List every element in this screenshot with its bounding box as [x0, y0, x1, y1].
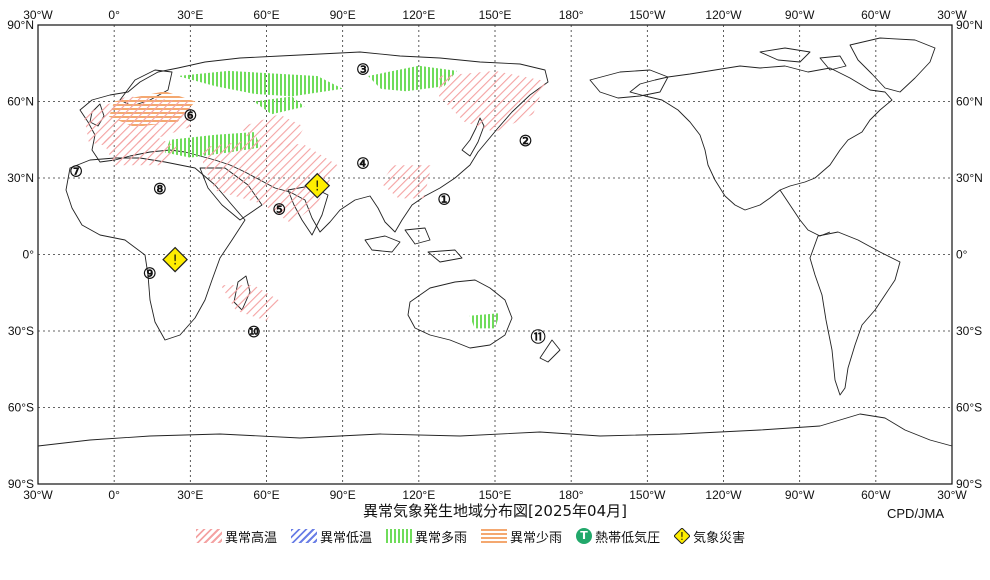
region-number-marker: ⑪	[531, 328, 546, 346]
legend: 異常高温 異常低温 異常多雨 異常少雨 T 熱帯低気圧 ! 気象災害	[196, 526, 745, 546]
wet-area	[253, 96, 305, 115]
lon-tick-label-top: 30°W	[937, 8, 967, 22]
region-number-marker: ①	[437, 192, 450, 208]
lon-tick-label-top: 30°E	[177, 8, 203, 22]
lat-tick-label-left: 30°N	[7, 171, 34, 185]
credit-label: CPD/JMA	[887, 506, 945, 521]
lat-tick-label-left: 30°S	[8, 324, 34, 338]
lat-tick-label-right: 30°S	[956, 324, 982, 338]
lon-tick-label-bottom: 90°W	[785, 488, 815, 502]
disaster-markers: !!	[162, 172, 331, 273]
lon-tick-label-bottom: 30°W	[23, 488, 53, 502]
wet-area	[469, 313, 501, 329]
warm-area	[241, 114, 305, 148]
svg-text:!: !	[680, 530, 684, 543]
region-number-marker: ⑧	[153, 182, 166, 198]
abnormal-wet-areas	[164, 65, 501, 329]
warm-area	[203, 139, 338, 224]
wet-area	[164, 132, 262, 158]
legend-wet-label: 異常多雨	[415, 530, 468, 546]
lat-tick-label-left: 60°S	[8, 401, 34, 415]
lat-tick-label-right: 90°S	[956, 477, 982, 491]
legend-disaster-label: 気象災害	[693, 530, 746, 546]
lon-tick-label-top: 0°	[108, 8, 120, 22]
region-number-marker: ⑨	[143, 266, 156, 282]
lon-tick-label-bottom: 120°W	[705, 488, 742, 502]
legend-cyclone: T 熱帯低気圧	[576, 527, 660, 546]
lon-tick-label-bottom: 0°	[108, 488, 120, 502]
region-number-marker: ③	[356, 62, 369, 78]
cold-swatch-icon	[291, 529, 318, 543]
lon-tick-label-bottom: 60°E	[253, 488, 279, 502]
region-number-marker: ⑦	[69, 164, 82, 180]
lon-tick-label-top: 60°W	[861, 8, 891, 22]
legend-cold: 異常低温	[291, 527, 372, 546]
lat-tick-label-left: 90°N	[7, 18, 34, 32]
disaster-marker-icon: !	[304, 172, 331, 199]
abnormal-warm-areas	[83, 70, 546, 321]
wet-area	[368, 65, 457, 92]
legend-disaster: ! 気象災害	[674, 527, 745, 546]
lon-tick-label-bottom: 30°W	[937, 488, 967, 502]
lon-tick-label-top: 120°E	[402, 8, 435, 22]
lon-tick-label-bottom: 120°E	[402, 488, 435, 502]
legend-cold-label: 異常低温	[320, 530, 373, 546]
region-number-marker: ⑤	[272, 203, 285, 219]
warm-swatch-icon	[196, 529, 222, 543]
lat-tick-label-left: 90°S	[8, 477, 34, 491]
axis-labels: 30°W 30°W 0° 0° 30°E 30°E 60°E 60°E 90°E 90°E 120°…	[7, 8, 983, 502]
lon-tick-label-top: 30°W	[23, 8, 53, 22]
warm-area	[439, 70, 546, 133]
cyclone-icon: T	[576, 528, 593, 544]
lon-tick-label-top: 90°W	[785, 8, 815, 22]
lon-tick-label-bottom: 180°	[559, 488, 584, 502]
lon-tick-label-top: 90°E	[330, 8, 356, 22]
legend-wet: 異常多雨	[386, 527, 467, 546]
lon-tick-label-top: 150°W	[629, 8, 666, 22]
lon-tick-label-bottom: 60°W	[861, 488, 891, 502]
lon-tick-label-top: 60°E	[253, 8, 279, 22]
lon-tick-label-bottom: 150°E	[479, 488, 512, 502]
lon-tick-label-bottom: 150°W	[629, 488, 666, 502]
lon-tick-label-top: 150°E	[479, 8, 512, 22]
lat-tick-label-right: 60°N	[956, 95, 983, 109]
region-number-marker: ⑥	[184, 108, 197, 124]
wet-area	[177, 70, 343, 97]
region-number-marker: ②	[519, 134, 532, 150]
svg-text:!: !	[315, 180, 320, 195]
lat-tick-label-right: 60°S	[956, 401, 982, 415]
warm-area	[380, 165, 432, 199]
lat-tick-label-right: 30°N	[956, 171, 983, 185]
warm-area	[83, 96, 191, 148]
legend-warm: 異常高温	[196, 527, 277, 546]
lon-tick-label-bottom: 30°E	[177, 488, 203, 502]
warm-area	[101, 134, 178, 166]
lat-tick-label-left: 0°	[23, 248, 35, 262]
disaster-icon: !	[674, 528, 691, 544]
lat-tick-label-right: 90°N	[956, 18, 983, 32]
lon-tick-label-top: 180°	[559, 8, 584, 22]
region-number-marker: ⑩	[247, 325, 260, 341]
disaster-marker-icon: !	[162, 246, 188, 273]
lat-tick-label-left: 60°N	[7, 95, 34, 109]
warm-area	[220, 285, 280, 321]
wet-swatch-icon	[386, 529, 413, 543]
dry-swatch-icon	[481, 529, 508, 543]
lon-tick-label-bottom: 90°E	[330, 488, 356, 502]
legend-warm-label: 異常高温	[225, 530, 278, 546]
lat-tick-label-right: 0°	[956, 248, 968, 262]
region-number-marker: ④	[356, 157, 369, 173]
svg-text:!: !	[172, 254, 177, 269]
legend-cyclone-label: 熱帯低気圧	[595, 530, 661, 546]
legend-dry: 異常少雨	[481, 527, 562, 546]
region-markers: ① ② ③ ④ ⑤ ⑥ ⑦ ⑧ ⑨ ⑩ ⑪	[69, 62, 545, 346]
legend-dry-label: 異常少雨	[510, 530, 563, 546]
lon-tick-label-top: 120°W	[705, 8, 742, 22]
map-title: 異常気象発生地域分布図[2025年04月]	[363, 502, 627, 520]
